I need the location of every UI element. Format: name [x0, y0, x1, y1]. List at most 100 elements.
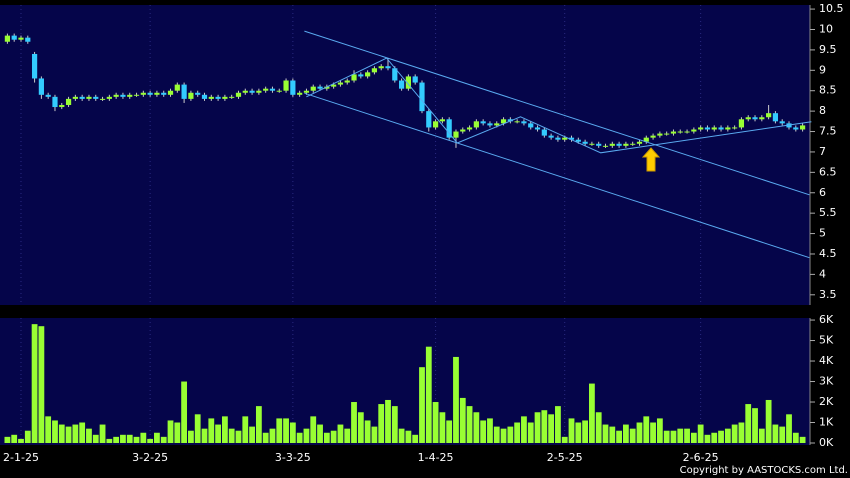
candle-body	[691, 129, 697, 132]
candle-body	[568, 137, 575, 140]
y-tick-label: 9	[819, 63, 826, 76]
volume-bar	[276, 418, 283, 443]
volume-bar	[718, 430, 724, 443]
candle-body	[249, 90, 255, 93]
plot	[4, 33, 806, 443]
volume-bar	[38, 326, 45, 443]
volume-bar	[507, 426, 514, 443]
candle-body	[602, 145, 609, 147]
volume-tick-label: 2K	[819, 395, 834, 408]
candle-body	[432, 121, 439, 128]
candle-body	[290, 80, 296, 95]
candle-body	[65, 98, 72, 105]
volume-bar	[534, 412, 541, 443]
candle-body	[195, 92, 201, 95]
volume-bar	[765, 399, 772, 443]
candle-body	[140, 92, 146, 95]
volume-bar	[106, 438, 113, 443]
volume-bar	[167, 420, 174, 443]
volume-bar	[432, 402, 439, 443]
volume-tick-label: 1K	[819, 416, 834, 429]
volume-bar	[616, 430, 622, 443]
candle-body	[534, 127, 541, 130]
volume-bar	[711, 432, 718, 443]
candle-body	[269, 88, 276, 91]
volume-bar	[303, 428, 310, 443]
volume-bar	[799, 436, 806, 443]
candle-body	[704, 127, 711, 130]
candle-body	[378, 66, 384, 69]
x-tick-label: 2-6-25	[683, 451, 719, 464]
volume-bar	[99, 424, 106, 443]
volume-bar	[221, 416, 228, 443]
volume-bar	[772, 424, 779, 443]
candle-body	[371, 68, 378, 73]
volume-bar	[72, 424, 79, 443]
candle-body	[698, 127, 704, 130]
candle-body	[72, 96, 78, 99]
volume-bar	[697, 424, 704, 443]
volume-bar	[140, 432, 147, 443]
arrow-annotation	[641, 147, 661, 172]
volume-bar	[269, 428, 276, 443]
candle-body	[358, 74, 364, 77]
candle-body	[507, 119, 513, 122]
volume-bar	[738, 422, 745, 443]
volume-bar	[568, 418, 575, 443]
candle-body	[623, 143, 629, 146]
volume-bar	[323, 432, 330, 443]
volume-bar	[120, 434, 126, 443]
volume-tick-label: 3K	[819, 375, 834, 388]
volume-bar	[283, 418, 289, 443]
volume-bar	[779, 426, 786, 443]
candle-body	[181, 84, 187, 99]
volume-bar	[656, 418, 663, 443]
candle-body	[514, 121, 520, 123]
candle-body	[677, 131, 683, 133]
volume-bar	[561, 436, 568, 443]
y-tick-label: 9.5	[819, 43, 837, 56]
volume-bar	[548, 414, 555, 443]
volume-bar	[629, 428, 636, 443]
volume-bar	[643, 416, 650, 443]
candle-body	[657, 133, 663, 136]
volume-bar	[92, 434, 99, 443]
volume-tick-label: 0K	[819, 436, 834, 449]
candle-body	[392, 68, 398, 81]
volume-bar	[595, 412, 602, 443]
x-tick-label: 3-2-25	[132, 451, 168, 464]
volume-tick-label: 5K	[819, 334, 834, 347]
candle-body	[25, 37, 31, 42]
y-tick-label: 7	[819, 145, 826, 158]
y-tick-label: 3.5	[819, 288, 837, 301]
candle-body	[480, 121, 486, 124]
volume-bar	[792, 432, 799, 443]
volume-bar	[459, 397, 466, 443]
candle-body	[732, 127, 738, 129]
volume-bar	[752, 408, 758, 443]
candle-body	[59, 105, 65, 108]
candle-body	[161, 92, 167, 95]
volume-bar	[724, 428, 731, 443]
volume-bar	[79, 422, 86, 443]
y-tick-label: 4.5	[819, 247, 837, 260]
candle-body	[242, 90, 248, 93]
candle-body	[337, 82, 344, 85]
volume-bar	[147, 438, 154, 443]
candle-body	[310, 86, 316, 91]
volume-bar	[731, 424, 738, 443]
candle-body	[487, 123, 493, 126]
volume-bar	[113, 436, 120, 443]
candle-body	[331, 84, 337, 87]
volume-bar	[235, 430, 242, 443]
volume-bar	[208, 418, 215, 443]
candle-body	[344, 80, 350, 83]
volume-bar	[351, 402, 357, 443]
candle-body	[664, 133, 670, 135]
candle-body	[779, 121, 785, 124]
candle-body	[86, 96, 92, 99]
candle-body	[460, 129, 466, 132]
candle-body	[201, 94, 208, 99]
volume-bar	[670, 430, 677, 443]
